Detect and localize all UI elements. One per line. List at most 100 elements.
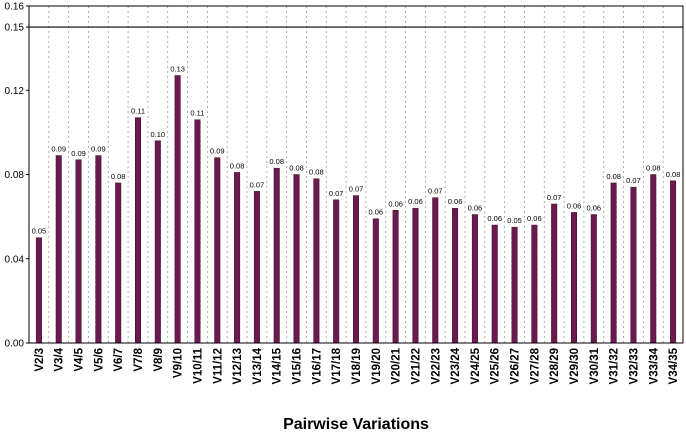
x-tick-label: V20/21 <box>391 347 403 384</box>
x-tick-label: V13/14 <box>252 347 264 384</box>
x-tick-label: V27/28 <box>529 347 541 384</box>
x-tick-label: V11/12 <box>212 348 224 384</box>
y-tick-label: 0.12 <box>5 86 25 97</box>
bar <box>333 199 340 344</box>
data-label: 0.07 <box>626 176 641 185</box>
y-tick-label: 0.16 <box>5 2 25 13</box>
bar <box>571 212 577 344</box>
bar <box>55 155 62 344</box>
data-label: 0.08 <box>309 168 324 177</box>
data-label: 0.06 <box>587 204 602 213</box>
bar <box>551 203 558 344</box>
data-label: 0.08 <box>289 164 304 173</box>
x-tick-label: V6/7 <box>113 348 125 372</box>
data-label: 0.07 <box>428 187 443 196</box>
bar <box>491 224 498 344</box>
data-label: 0.06 <box>448 197 463 206</box>
x-tick-label: V21/22 <box>410 348 422 384</box>
data-label: 0.13 <box>170 65 185 74</box>
data-label: 0.06 <box>487 214 502 223</box>
data-label: 0.09 <box>91 145 106 154</box>
bar <box>372 218 379 344</box>
bar <box>95 155 102 344</box>
bar <box>590 214 597 344</box>
y-axis-ticks: 0.00 0.04 0.08 0.12 0.15 0.16 <box>5 2 29 350</box>
data-label: 0.07 <box>547 193 562 202</box>
bar <box>194 119 201 344</box>
y-tick-label: 0.08 <box>5 170 25 181</box>
data-label: 0.06 <box>468 204 483 213</box>
x-tick-label: V30/31 <box>589 347 601 384</box>
bar <box>353 195 359 344</box>
bar <box>174 75 181 344</box>
x-axis-title: Pairwise Variations <box>283 416 429 433</box>
bar <box>214 157 221 344</box>
bar <box>115 182 122 344</box>
x-tick-label: V24/25 <box>470 347 482 384</box>
data-label: 0.10 <box>151 130 166 139</box>
data-label: 0.06 <box>369 208 384 217</box>
data-label: 0.06 <box>567 201 582 210</box>
data-label: 0.11 <box>190 109 204 118</box>
bar <box>234 172 241 344</box>
data-label: 0.07 <box>349 185 364 194</box>
bar <box>412 207 419 344</box>
x-tick-label: V15/16 <box>292 348 304 384</box>
x-tick-label: V28/29 <box>549 348 561 384</box>
data-label: 0.05 <box>32 227 47 236</box>
bar <box>511 226 518 344</box>
bar <box>452 207 459 344</box>
data-labels: 0.05 0.09 0.09 0.09 0.08 0.11 0.10 0.13 0.11 0.09… <box>32 65 681 236</box>
x-tick-label: V4/5 <box>74 347 86 371</box>
data-label: 0.05 <box>507 216 522 225</box>
x-tick-label: V23/24 <box>450 347 462 384</box>
data-label: 0.09 <box>51 145 66 154</box>
data-label: 0.08 <box>646 164 661 173</box>
bar <box>531 224 538 344</box>
y-tick-label: 0.04 <box>5 254 25 265</box>
x-tick-label: V5/6 <box>93 348 105 372</box>
x-tick-label: V34/35 <box>668 347 680 384</box>
x-tick-label: V33/34 <box>648 347 660 384</box>
x-tick-label: V16/17 <box>311 348 323 384</box>
x-tick-label: V31/32 <box>609 348 621 384</box>
data-label: 0.07 <box>250 180 265 189</box>
bar <box>135 117 141 344</box>
x-tick-label: V19/20 <box>371 348 383 384</box>
x-tick-label: V10/11 <box>192 347 204 383</box>
x-tick-label: V25/26 <box>490 348 502 384</box>
bar <box>293 174 300 344</box>
data-label: 0.08 <box>666 170 681 179</box>
x-tick-label: V3/4 <box>54 347 66 371</box>
data-label: 0.06 <box>388 199 403 208</box>
x-tick-label: V12/13 <box>232 348 244 384</box>
bar <box>75 159 82 344</box>
x-tick-label: V9/10 <box>173 348 185 378</box>
x-tick-label: V18/19 <box>351 348 363 384</box>
bar <box>471 214 478 344</box>
x-tick-label: V22/23 <box>430 348 442 384</box>
bar <box>154 140 161 344</box>
data-label: 0.08 <box>111 172 126 181</box>
bar <box>253 191 260 344</box>
x-tick-label: V8/9 <box>153 348 165 372</box>
x-tick-label: V32/33 <box>628 348 640 384</box>
bar <box>650 174 657 344</box>
data-label: 0.08 <box>606 172 621 181</box>
data-label: 0.06 <box>527 214 542 223</box>
x-tick-label: V14/15 <box>272 347 284 384</box>
x-tick-label: V26/27 <box>510 348 522 384</box>
x-tick-label: V7/8 <box>133 347 145 371</box>
x-tick-label: V29/30 <box>569 348 581 384</box>
x-tick-label: V2/3 <box>34 348 46 372</box>
data-label: 0.08 <box>230 161 245 170</box>
data-label: 0.07 <box>329 189 344 198</box>
data-label: 0.08 <box>269 157 284 166</box>
bar <box>670 180 677 344</box>
bars <box>35 75 677 344</box>
bar <box>313 178 320 344</box>
y-tick-label: 0.00 <box>5 339 25 350</box>
bar <box>35 237 42 344</box>
bar <box>273 167 280 344</box>
